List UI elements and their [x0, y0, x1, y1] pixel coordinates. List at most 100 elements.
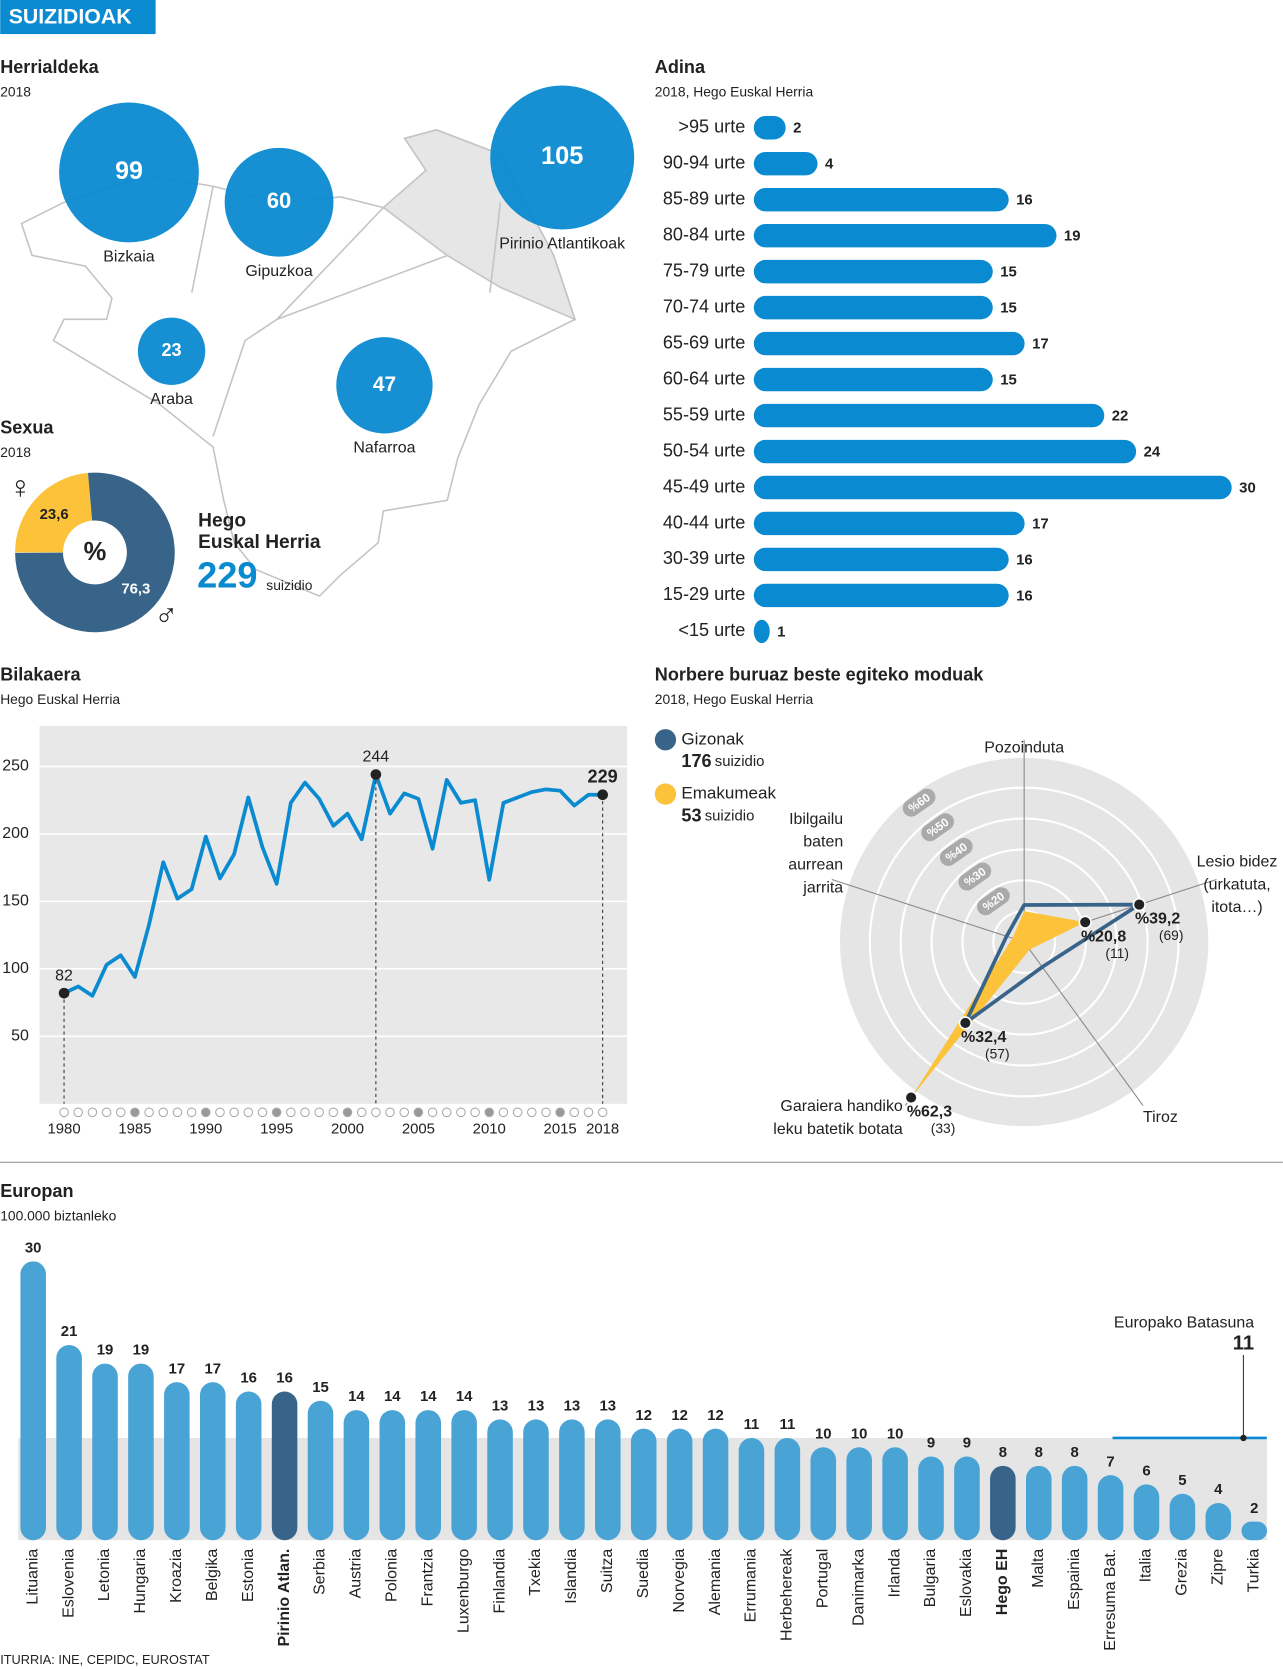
- bar: [1169, 1493, 1196, 1541]
- map: [20, 129, 577, 598]
- bar: [753, 187, 1009, 212]
- value-label: 16: [240, 1371, 257, 1387]
- category-label: 90-94 urte: [663, 152, 745, 172]
- highlight-point: [370, 769, 382, 780]
- x-tick-label: 2015: [544, 1121, 577, 1137]
- value-label: 8: [1035, 1445, 1043, 1461]
- value-label: 15: [1000, 301, 1017, 317]
- category-label: Suitza: [599, 1549, 616, 1593]
- value-label: 14: [456, 1389, 473, 1405]
- bar: [1025, 1465, 1052, 1541]
- bar: [753, 619, 770, 644]
- axis-label: Tiroz: [1143, 1109, 1178, 1126]
- line: [63, 772, 603, 998]
- category-label: 40-44 urte: [663, 512, 745, 532]
- donut-slice: [15, 472, 175, 633]
- x-tick-dot: [399, 1107, 410, 1118]
- value-label: 15: [1000, 265, 1017, 281]
- radar-axis: [1023, 941, 1144, 1106]
- x-tick-dot: [286, 1107, 296, 1118]
- chart-subtitle: 2018, Hego Euskal Herria: [655, 691, 814, 707]
- bar: [307, 1400, 334, 1541]
- value-label: 16: [1016, 193, 1033, 209]
- x-tick-dot: [314, 1107, 324, 1118]
- radar-count-label: (57): [985, 1046, 1010, 1062]
- value-label: 19: [133, 1343, 150, 1359]
- bar: [595, 1419, 621, 1541]
- total-unit: suizidio: [266, 577, 312, 593]
- x-tick-dot: [115, 1107, 126, 1118]
- axis-label: Ibilgailu: [789, 811, 843, 828]
- category-label: 30-39 urte: [663, 548, 745, 568]
- ring-badge-bg: [939, 837, 973, 866]
- bar: [92, 1363, 118, 1541]
- x-tick-label: 1985: [118, 1121, 151, 1137]
- bubble-value: 60: [267, 188, 292, 213]
- bar: [774, 1437, 801, 1541]
- value-label: 4: [1214, 1482, 1223, 1498]
- category-label: Kroazia: [168, 1549, 185, 1603]
- radar-point: [904, 1090, 918, 1105]
- category-label: Austria: [348, 1549, 365, 1599]
- axis-label: Lesio bidez: [1197, 853, 1278, 870]
- value-label: 30: [25, 1240, 42, 1256]
- radar-series: [963, 902, 1142, 1025]
- value-label: 6: [1142, 1464, 1150, 1480]
- point-label: 229: [588, 767, 618, 787]
- bubble-value: 47: [373, 373, 396, 396]
- ring-badge-bg: [921, 813, 955, 842]
- bar: [164, 1382, 190, 1541]
- category-label: Portugal: [814, 1549, 831, 1608]
- bar: [523, 1419, 549, 1541]
- axis-label: aurrean: [788, 857, 843, 874]
- value-label: 16: [276, 1371, 293, 1387]
- value-label: 8: [999, 1445, 1007, 1461]
- chart-title: Europan: [0, 1181, 73, 1201]
- bar: [753, 331, 1025, 356]
- x-tick-dot: [569, 1107, 580, 1118]
- category-label: Estonia: [240, 1549, 257, 1602]
- x-tick-dot: [470, 1107, 480, 1118]
- chart-subtitle: 2018: [0, 83, 31, 99]
- category-label: Erresuma Bat.: [1102, 1549, 1119, 1651]
- value-label: 22: [1112, 409, 1129, 425]
- chart-title: Herrialdeka: [0, 57, 99, 77]
- value-label: 13: [492, 1399, 509, 1415]
- header-title: SUIZIDIOAK: [9, 5, 133, 29]
- chart-title: Adina: [655, 57, 706, 77]
- x-tick-dot: [427, 1107, 438, 1118]
- category-label: 50-54 urte: [663, 440, 745, 460]
- bar: [753, 223, 1057, 248]
- reference-value: 11: [1233, 1333, 1254, 1355]
- sex-symbol: ♂: [154, 597, 178, 633]
- y-tick-label: 50: [11, 1028, 29, 1045]
- highlight-point: [597, 789, 608, 801]
- value-label: 12: [635, 1408, 652, 1424]
- bar: [753, 403, 1105, 428]
- bubble-label: Araba: [150, 391, 193, 408]
- category-label: <15 urte: [678, 620, 745, 640]
- plot-area: [39, 725, 628, 1104]
- map-border: [191, 186, 502, 437]
- category-label: 75-79 urte: [663, 260, 745, 280]
- total-label: Euskal Herria: [198, 532, 321, 553]
- y-tick-label: 150: [2, 893, 29, 910]
- category-label: 55-59 urte: [663, 404, 745, 424]
- x-tick-dot: [130, 1107, 140, 1118]
- ring-badge-bg: [977, 887, 1010, 916]
- bar: [738, 1437, 765, 1541]
- x-tick-dot: [172, 1107, 183, 1118]
- category-label: Pirinio Atlan.: [276, 1549, 293, 1647]
- chart-subtitle: 100.000 biztanleko: [0, 1207, 116, 1223]
- bar: [810, 1447, 837, 1541]
- radar-series: [911, 911, 1086, 1098]
- bar: [487, 1419, 513, 1541]
- bubble-value: 99: [115, 157, 143, 185]
- legend-total-value: 53: [681, 805, 701, 825]
- value-label: 17: [204, 1361, 221, 1377]
- bar: [1097, 1475, 1124, 1541]
- category-label: Hego EH: [994, 1549, 1011, 1615]
- category-label: Letonia: [96, 1549, 113, 1601]
- x-tick-dot: [215, 1107, 225, 1118]
